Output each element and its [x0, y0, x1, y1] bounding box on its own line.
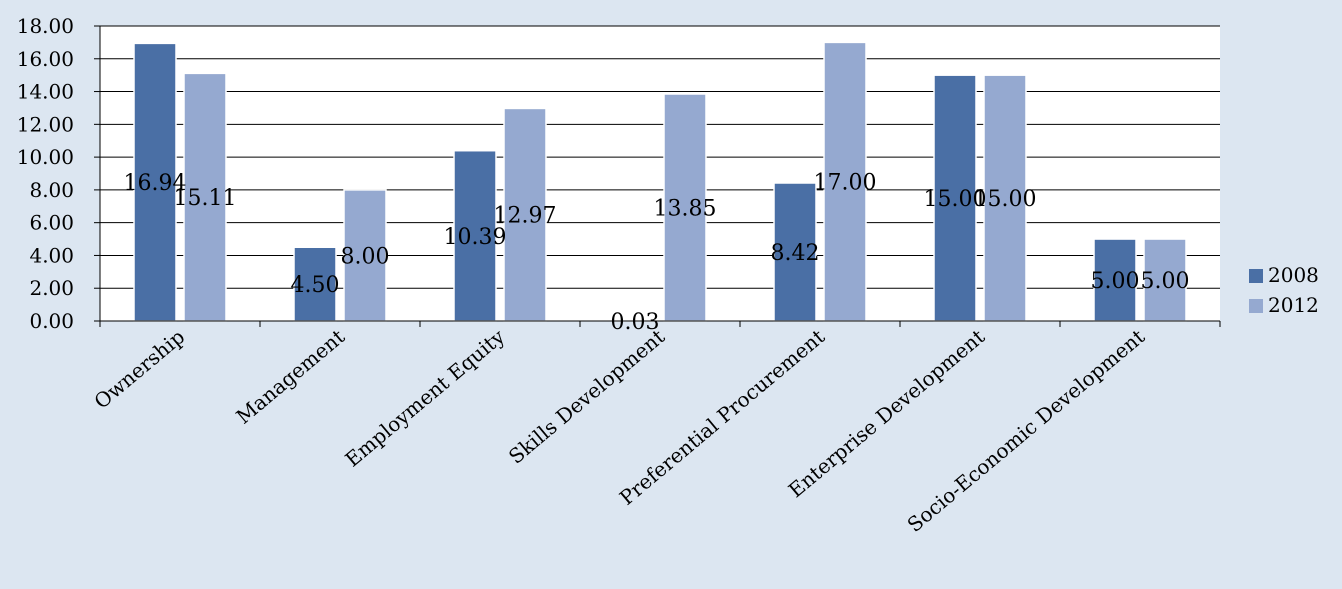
y-tick-label: 10.00: [17, 145, 74, 169]
x-tick-label: Management: [231, 324, 349, 428]
legend-swatch-2012: [1249, 299, 1263, 313]
legend-label-2012: 2012: [1268, 293, 1319, 317]
gridlines: [100, 25, 1220, 289]
y-tick-labels: 0.00 2.00 4.00 6.00 8.00 10.00 12.00 14.00 16.00…: [17, 14, 74, 333]
bar-2008: [133, 42, 177, 322]
y-tick-label: 12.00: [17, 112, 74, 136]
y-tick-label: 4.00: [29, 243, 74, 267]
data-label-2012: 5.00: [1141, 269, 1190, 294]
x-tick-label: Skills Development: [504, 324, 669, 468]
bar-2012: [1143, 238, 1187, 322]
plot-area: [100, 26, 1220, 321]
x-tick-label: Employment Equity: [340, 324, 509, 472]
x-tick-label: Ownership: [89, 324, 189, 413]
y-tick-label: 16.00: [17, 47, 74, 71]
bar-2012: [823, 41, 867, 322]
bars: [133, 41, 1187, 322]
bar-2008: [933, 74, 977, 322]
data-label-2012: 15.11: [174, 186, 237, 211]
data-label-2012: 12.97: [494, 204, 557, 229]
y-tick-label: 6.00: [29, 211, 74, 235]
data-label-2012: 8.00: [341, 244, 390, 269]
y-tick-label: 0.00: [29, 309, 74, 333]
data-label-2008: 10.39: [444, 225, 507, 250]
legend-swatch-2008: [1249, 269, 1263, 283]
data-label-2012: 13.85: [654, 197, 717, 222]
y-tick-label: 14.00: [17, 80, 74, 104]
data-label-2008: 5.00: [1091, 269, 1140, 294]
bar-2012: [983, 74, 1027, 322]
data-label-2008: 0.03: [611, 310, 660, 335]
axes: [94, 25, 1221, 327]
data-label-2008: 15.00: [924, 187, 987, 212]
data-label-2008: 4.50: [291, 273, 340, 298]
bar-2008: [1093, 238, 1137, 322]
y-tick-label: 18.00: [17, 14, 74, 38]
data-label-2012: 17.00: [814, 171, 877, 196]
y-tick-label: 8.00: [29, 178, 74, 202]
data-label-2008: 16.94: [124, 171, 187, 196]
y-tick-label: 2.00: [29, 276, 74, 300]
legend: 2008 2012: [1249, 263, 1319, 317]
data-label-2008: 8.42: [771, 241, 820, 266]
data-label-2012: 15.00: [974, 187, 1037, 212]
legend-label-2008: 2008: [1268, 263, 1319, 287]
bar-2012: [503, 107, 547, 322]
